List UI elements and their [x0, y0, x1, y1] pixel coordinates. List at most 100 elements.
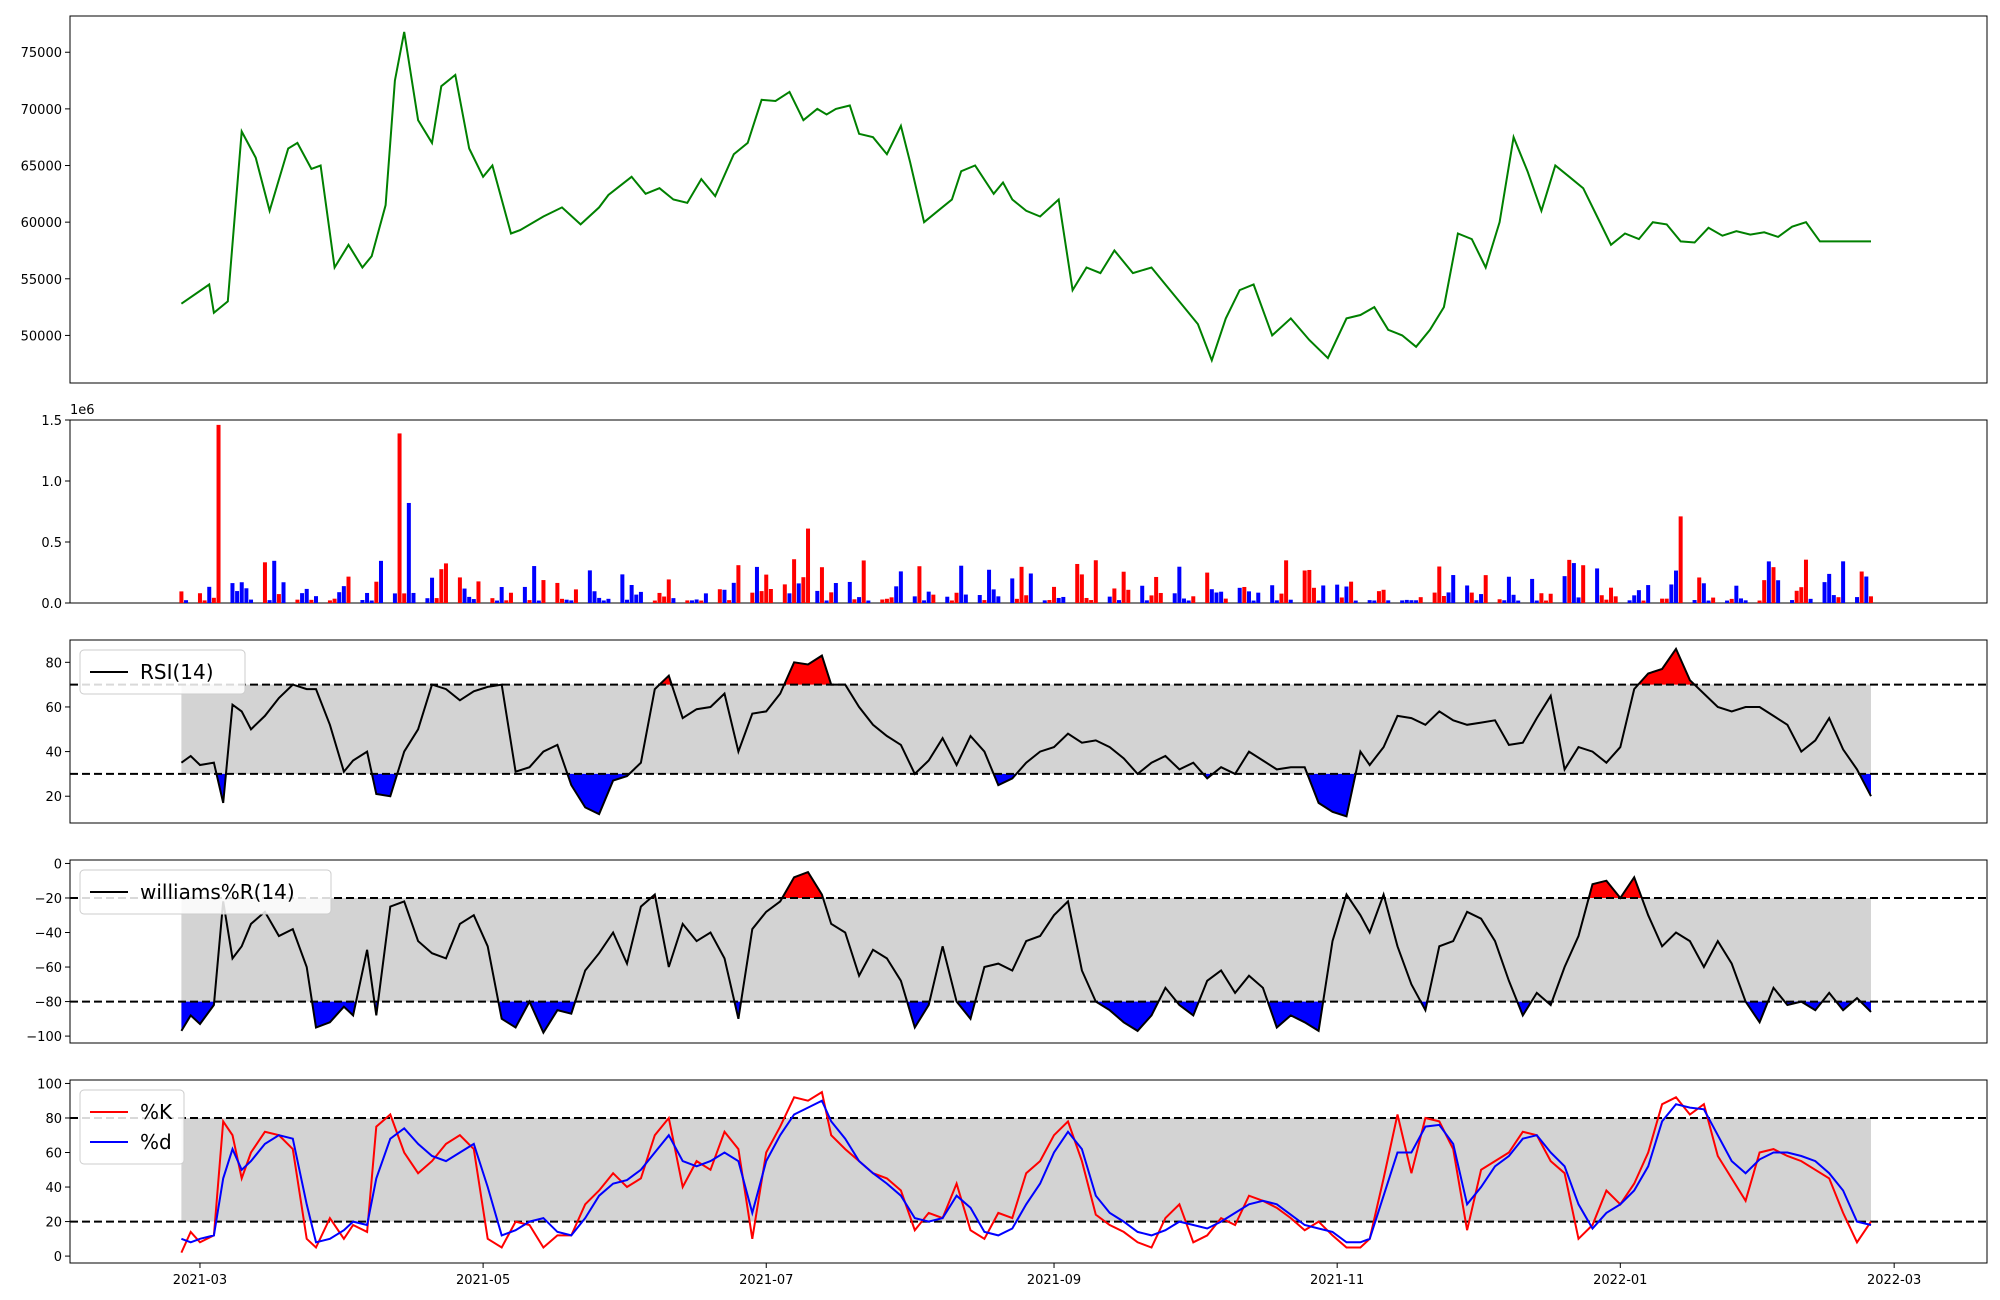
volume-bar	[1274, 600, 1279, 603]
y-tick-label: 1.0	[41, 475, 62, 490]
volume-bar	[1506, 576, 1511, 603]
volume-bar	[314, 596, 319, 603]
volume-bar	[508, 592, 513, 603]
williams-r-panel: −100 −80 −60 −40 −20 0 williams%R(14)	[26, 857, 1988, 1045]
legend-label: RSI(14)	[140, 660, 214, 684]
volume-bar	[782, 584, 787, 603]
volume-bar	[1465, 585, 1470, 603]
volume-bar	[815, 590, 820, 603]
volume-bar	[1734, 585, 1739, 603]
volume-bar	[560, 598, 565, 603]
y-tick-label: 0	[54, 1250, 62, 1265]
oversold-fill	[957, 1001, 975, 1019]
oversold-fill	[993, 773, 1015, 785]
volume-bar	[1349, 581, 1354, 603]
volume-bar	[1214, 592, 1219, 603]
volume-bar	[1279, 593, 1284, 603]
oversold-fill	[372, 773, 397, 797]
volume-bar	[1339, 597, 1344, 603]
volume-bar	[1567, 559, 1572, 603]
y-tick-label: 55000	[21, 273, 62, 288]
oversold-fill	[312, 1001, 356, 1028]
volume-bar	[244, 588, 249, 603]
volume-bar	[1674, 570, 1679, 603]
volume-bar	[346, 576, 351, 603]
volume-bar	[1126, 589, 1131, 603]
volume-bar	[360, 600, 365, 603]
volume-bar	[977, 595, 982, 603]
volume-bar	[1790, 600, 1795, 603]
y-tick-label: 80	[45, 656, 62, 671]
volume-bar	[847, 581, 852, 603]
volume-bar	[249, 599, 254, 603]
volume-bar	[1186, 600, 1191, 603]
volume-bar	[332, 598, 337, 603]
volume-bar	[304, 588, 309, 603]
volume-bar	[945, 596, 950, 603]
volume-bar	[889, 597, 894, 603]
volume-bar	[833, 583, 838, 603]
volume-bar	[471, 599, 476, 603]
volume-bar	[1288, 599, 1293, 603]
volume-bar	[926, 591, 931, 603]
volume-bar	[1859, 571, 1864, 603]
volume-bar	[184, 600, 189, 603]
volume-bar	[1335, 584, 1340, 603]
volume-bar	[1316, 600, 1321, 603]
volume-bar	[430, 577, 435, 603]
volume-bar	[1516, 600, 1521, 603]
rsi-panel: 20 40 60 80 RSI(14)	[45, 639, 1988, 824]
y-tick-label: 70000	[21, 103, 62, 118]
volume-bar	[912, 596, 917, 603]
x-tick-label: 2021-03	[173, 1273, 227, 1288]
y-tick-label: 40	[45, 1181, 62, 1196]
axes-frame	[69, 15, 1988, 384]
volume-bar	[857, 597, 862, 603]
x-tick-label: 2022-01	[1593, 1273, 1647, 1288]
volume-bar	[685, 600, 690, 603]
oversold-fill	[1307, 773, 1355, 817]
volume-bar	[216, 424, 221, 603]
volume-bar	[1530, 578, 1535, 603]
volume-bar	[694, 599, 699, 603]
volume-bar	[1418, 597, 1423, 603]
volume-bar	[1548, 593, 1553, 603]
volume-bar	[1209, 589, 1214, 603]
legend-box	[79, 649, 246, 695]
volume-bar	[1511, 594, 1516, 603]
overbought-fill	[782, 872, 822, 898]
volume-bar	[1483, 575, 1488, 603]
volume-bar	[996, 596, 1001, 603]
volume-bar	[1093, 560, 1098, 603]
volume-bar	[490, 598, 495, 603]
volume-bar	[1409, 600, 1414, 603]
volume-bar	[806, 528, 811, 603]
volume-bar	[949, 600, 954, 603]
volume-bar	[1404, 599, 1409, 603]
volume-bar	[439, 569, 444, 603]
y-tick-label: 20	[45, 790, 62, 805]
x-tick-label: 2022-03	[1867, 1273, 1921, 1288]
volume-bar	[337, 592, 342, 603]
volume-bar	[1372, 600, 1377, 603]
volume-bar	[597, 597, 602, 603]
volume-bar	[624, 599, 629, 603]
volume-bar	[1738, 598, 1743, 603]
volume-bar	[369, 600, 374, 603]
volume-bar	[374, 581, 379, 603]
volume-bar	[852, 599, 857, 603]
volume-bar	[601, 600, 606, 603]
volume-bar	[662, 596, 667, 603]
volume-bar	[276, 594, 281, 603]
volume-bar	[1831, 595, 1836, 603]
volume-bar	[267, 600, 272, 603]
volume-bar	[1451, 575, 1456, 603]
price-panel: 50000 55000 60000 65000 70000 75000	[21, 15, 1988, 384]
axes-frame	[69, 859, 1988, 1044]
volume-bar	[731, 582, 736, 603]
volume-bar	[1284, 560, 1289, 603]
volume-bar	[699, 600, 704, 603]
volume-bar	[1864, 576, 1869, 603]
volume-bar	[1539, 593, 1544, 603]
